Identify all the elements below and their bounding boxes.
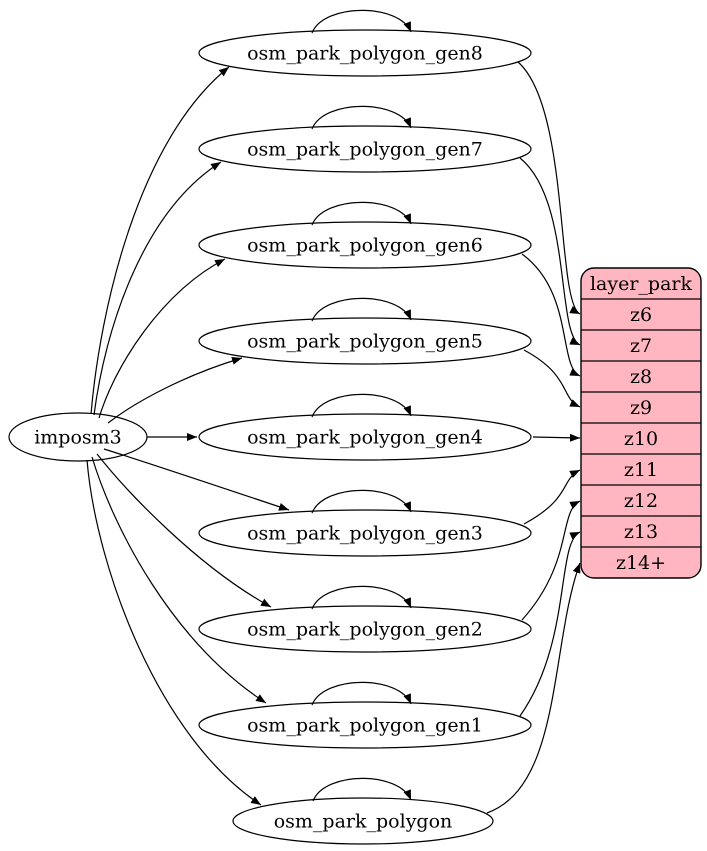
self-loop-polygon xyxy=(312,777,412,802)
edge-imposm3-polygon xyxy=(86,459,262,806)
gen2-label: osm_park_polygon_gen2 xyxy=(247,619,483,641)
edge-imposm3-gen8 xyxy=(90,66,230,415)
node-osm-park-polygon-gen3: osm_park_polygon_gen3 xyxy=(198,509,532,557)
gen1-label: osm_park_polygon_gen1 xyxy=(247,715,483,737)
node-osm-park-polygon-gen6: osm_park_polygon_gen6 xyxy=(198,221,532,269)
self-loop-gen1 xyxy=(311,681,412,706)
layer-row-z11: z11 xyxy=(624,459,658,481)
edge-gen1-z13 xyxy=(519,531,581,717)
node-osm-park-polygon-gen2: osm_park_polygon_gen2 xyxy=(198,605,532,653)
layer-row-z12: z12 xyxy=(624,490,658,512)
layer-row-z8: z8 xyxy=(630,366,652,388)
node-osm-park-polygon-gen1: osm_park_polygon_gen1 xyxy=(198,701,532,749)
gen7-label: osm_park_polygon_gen7 xyxy=(247,139,483,161)
node-osm-park-polygon-gen5: osm_park_polygon_gen5 xyxy=(198,317,532,365)
edge-imposm3-gen6 xyxy=(98,258,226,419)
gen2-ellipse xyxy=(198,605,532,653)
edge-polygon-z14plus xyxy=(486,562,581,814)
gen5-ellipse xyxy=(198,317,532,365)
imposm3-label: imposm3 xyxy=(34,427,122,449)
self-loop-gen3 xyxy=(311,489,412,514)
gen4-label: osm_park_polygon_gen4 xyxy=(247,427,483,449)
node-osm-park-polygon-gen7: osm_park_polygon_gen7 xyxy=(198,125,532,173)
gen8-ellipse xyxy=(198,29,532,77)
layer-row-z13: z13 xyxy=(624,521,658,543)
edges-tables-to-layer xyxy=(486,61,581,814)
gen4-ellipse xyxy=(198,413,532,461)
gen6-ellipse xyxy=(198,221,532,269)
edge-imposm3-gen1 xyxy=(91,456,267,704)
layer-park-table: layer_park z6 z7 z8 z9 z10 z11 z12 z13 z… xyxy=(580,267,702,579)
edge-gen2-z12 xyxy=(521,500,581,621)
gen3-label: osm_park_polygon_gen3 xyxy=(247,523,483,545)
gen5-label: osm_park_polygon_gen5 xyxy=(247,331,483,353)
layer-row-z14plus: z14+ xyxy=(616,552,666,574)
edge-gen4-z10 xyxy=(532,433,581,442)
node-osm-park-polygon: osm_park_polygon xyxy=(232,797,494,845)
edges-imposm3-to-tables xyxy=(86,66,290,806)
node-osm-park-polygon-gen4: osm_park_polygon_gen4 xyxy=(198,413,532,461)
self-loop-gen4 xyxy=(311,393,412,418)
gen7-ellipse xyxy=(198,125,532,173)
edge-gen6-z8 xyxy=(521,253,581,377)
edge-gen8-z6 xyxy=(517,61,581,315)
self-loop-gen7 xyxy=(311,105,412,130)
polygon-ellipse xyxy=(232,797,494,845)
layer-row-z10: z10 xyxy=(624,428,658,450)
self-loop-gen6 xyxy=(311,201,412,226)
layer-row-z7: z7 xyxy=(630,335,652,357)
self-loops xyxy=(311,9,412,802)
self-loop-gen8 xyxy=(311,9,412,34)
gen1-ellipse xyxy=(198,701,532,749)
layer-park-title: layer_park xyxy=(590,273,693,295)
edge-imposm3-gen2 xyxy=(96,453,272,608)
edge-gen5-z9 xyxy=(523,349,581,408)
gen3-ellipse xyxy=(198,509,532,557)
layer-row-z9: z9 xyxy=(630,397,652,419)
edge-imposm3-gen3 xyxy=(103,448,290,511)
edge-gen3-z11 xyxy=(523,469,581,525)
edge-imposm3-gen7 xyxy=(93,161,222,416)
layer-row-z6: z6 xyxy=(630,304,652,326)
edge-gen7-z7 xyxy=(519,157,581,346)
polygon-label: osm_park_polygon xyxy=(274,811,453,833)
self-loop-gen5 xyxy=(311,297,412,322)
self-loop-gen2 xyxy=(311,585,412,610)
node-imposm3: imposm3 xyxy=(8,412,148,462)
node-osm-park-polygon-gen8: osm_park_polygon_gen8 xyxy=(198,29,532,77)
gen8-label: osm_park_polygon_gen8 xyxy=(247,43,483,65)
edge-imposm3-gen5 xyxy=(107,357,243,424)
gen6-label: osm_park_polygon_gen6 xyxy=(247,235,483,257)
